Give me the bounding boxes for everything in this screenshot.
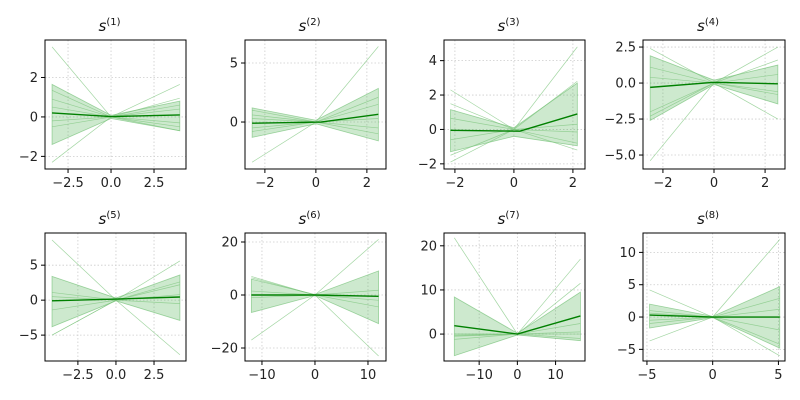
y-tick-label: 0 <box>30 110 38 125</box>
y-tick-label: 0 <box>230 116 238 131</box>
x-tick-label: 10 <box>360 368 377 383</box>
y-tick-label: 5 <box>30 259 38 274</box>
x-tick-label: −2 <box>445 176 464 191</box>
y-tick-label: 0 <box>628 311 636 326</box>
subplot-3: −2 0 2 −2 0 2 4 s(3) <box>418 17 586 191</box>
y-tick-label: 2 <box>30 71 38 86</box>
subplot-title: s(6) <box>299 210 321 228</box>
subplot-2: −2 0 2 0 5 s(2) <box>230 17 387 191</box>
subplot-6: −10 0 10 −20 0 20 s(6) <box>211 210 387 383</box>
mean-line <box>251 294 379 298</box>
y-tick-label: 4 <box>429 54 437 69</box>
x-tick-label: −5 <box>637 368 656 383</box>
y-tick-label: −5 <box>617 343 636 358</box>
subplot-title: s(4) <box>697 17 719 35</box>
subplot-7: −10 0 10 0 10 20 s(7) <box>420 210 586 383</box>
subplot-4: −2 0 2 −5.0 −2.5 0.0 2.5 s(4) <box>604 17 786 191</box>
mean-line <box>450 113 578 132</box>
subplot-title: s(7) <box>498 210 520 228</box>
y-tick-label: −2 <box>19 150 38 165</box>
uncertainty-band <box>453 291 581 357</box>
x-tick-label: 0 <box>513 368 521 383</box>
y-tick-label: 20 <box>221 236 238 251</box>
y-tick-label: 5 <box>230 57 238 72</box>
x-tick-label: 10 <box>547 368 564 383</box>
y-tick-label: 0 <box>230 289 238 304</box>
subplot-title: s(3) <box>498 17 520 35</box>
subplot-title: s(1) <box>99 17 121 35</box>
uncertainty-band <box>649 55 779 122</box>
x-tick-label: 0 <box>709 368 717 383</box>
y-tick-label: 10 <box>619 246 636 261</box>
y-tick-label: −20 <box>211 342 238 357</box>
x-tick-label: 0 <box>311 368 319 383</box>
x-tick-label: 0.0 <box>101 176 122 191</box>
y-tick-label: 0.0 <box>615 77 636 92</box>
mean-line <box>252 113 379 124</box>
x-tick-label: 2 <box>761 176 769 191</box>
y-tick-label: 10 <box>420 283 437 298</box>
subplot-title: s(8) <box>697 210 719 228</box>
x-tick-label: −2.5 <box>62 368 94 383</box>
x-tick-label: 2 <box>569 176 577 191</box>
x-tick-label: 0 <box>510 176 518 191</box>
subplot-title: s(2) <box>299 17 321 35</box>
sample-line <box>649 82 778 117</box>
uncertainty-band <box>51 274 181 328</box>
sample-line <box>51 294 180 301</box>
y-tick-label: 20 <box>420 239 437 254</box>
x-tick-label: 2.5 <box>144 176 165 191</box>
axes-frame <box>443 232 586 362</box>
x-tick-label: −2 <box>255 176 274 191</box>
y-tick-label: −5.0 <box>604 149 636 164</box>
mean-line <box>650 81 778 89</box>
mean-line <box>51 296 180 302</box>
y-tick-label: 2 <box>429 89 437 104</box>
uncertainty-band <box>251 87 379 142</box>
x-tick-label: 0.0 <box>106 368 127 383</box>
y-tick-label: 0 <box>429 123 437 138</box>
y-tick-label: −2 <box>418 157 437 172</box>
x-tick-label: −2 <box>653 176 672 191</box>
y-tick-label: −2.5 <box>604 113 636 128</box>
axes-frame <box>443 39 586 170</box>
x-tick-label: −2.5 <box>52 176 84 191</box>
x-tick-label: −10 <box>465 368 492 383</box>
x-tick-label: 2.5 <box>144 368 165 383</box>
subplot-title: s(5) <box>99 210 121 228</box>
y-tick-label: 0 <box>30 294 38 309</box>
y-tick-label: 2.5 <box>615 41 636 56</box>
y-tick-label: 0 <box>429 328 437 343</box>
x-tick-label: 5 <box>774 368 782 383</box>
sample-line <box>450 123 578 141</box>
axes-frame <box>642 232 786 362</box>
mean-line <box>454 315 581 335</box>
subplot-8: −5 0 5 −5 0 5 10 s(8) <box>617 210 786 383</box>
subplot-1: −2.5 0.0 2.5 −2 0 2 s(1) <box>19 17 187 191</box>
axes-frame <box>244 232 387 362</box>
subplot-5: −2.5 0.0 2.5 −5 0 5 s(5) <box>19 210 187 383</box>
x-tick-label: −10 <box>248 368 275 383</box>
mean-line <box>52 112 180 118</box>
mean-line <box>649 314 780 318</box>
axes-frame <box>44 39 187 170</box>
x-tick-label: 2 <box>363 176 371 191</box>
x-tick-label: 0 <box>710 176 718 191</box>
y-tick-label: −5 <box>19 329 38 344</box>
x-tick-label: 0 <box>312 176 320 191</box>
y-tick-label: 5 <box>628 278 636 293</box>
